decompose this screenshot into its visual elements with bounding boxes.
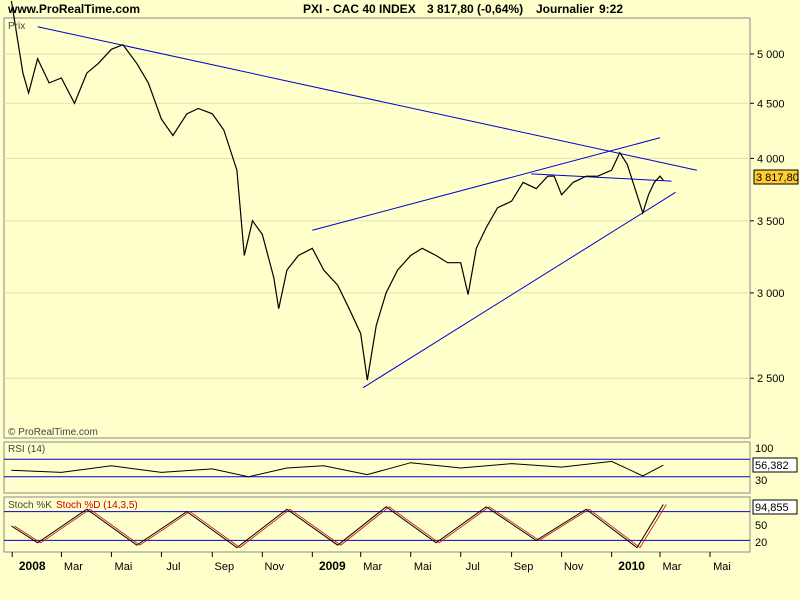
- last-change: 3 817,80 (-0,64%): [427, 2, 524, 16]
- y-tick-label: 4 000: [757, 153, 785, 165]
- stoch-d-line: [14, 504, 667, 549]
- ticker-title: PXI - CAC 40 INDEX: [303, 2, 416, 16]
- y-tick-label: 5 000: [757, 49, 785, 61]
- y-tick-label: 4 500: [757, 98, 785, 110]
- x-tick-label: Mar: [663, 561, 682, 573]
- stoch-tick-label: 20: [755, 537, 767, 549]
- rsi-panel: [3, 441, 751, 494]
- x-tick-label: Mai: [414, 561, 432, 573]
- stoch-line: [11, 504, 664, 549]
- rsi-tick-label: 100: [755, 443, 773, 455]
- trendline: [531, 173, 672, 182]
- x-tick-label: Nov: [265, 561, 285, 573]
- x-tick-label: Sep: [514, 561, 534, 573]
- x-tick-label: 2009: [319, 559, 346, 573]
- y-tick-label: 3 500: [757, 216, 785, 228]
- price-series-line: [10, 0, 664, 381]
- rsi-last-badge: [752, 457, 798, 473]
- period: Journalier: [536, 2, 595, 16]
- x-tick-label: Mar: [64, 561, 83, 573]
- trendline: [312, 137, 661, 231]
- stoch-tick-label: 50: [755, 520, 767, 532]
- x-tick-label: Mai: [115, 561, 133, 573]
- stoch-last-value: 94,855: [755, 502, 789, 514]
- y-tick-label: 3 000: [757, 288, 785, 300]
- stoch-panel-label-k: Stoch %K: [8, 500, 52, 511]
- x-tick-label: Sep: [214, 561, 234, 573]
- x-tick-label: Mai: [713, 561, 731, 573]
- copyright: © ProRealTime.com: [8, 427, 98, 438]
- price-last-badge: [753, 169, 799, 185]
- stoch-last-badge: [752, 499, 798, 515]
- x-tick-label: Mar: [363, 561, 382, 573]
- stoch-panel-label-d: Stoch %D (14,3,5): [56, 500, 138, 511]
- x-tick-label: 2010: [618, 559, 645, 573]
- price-last-value: 3 817,80: [756, 172, 799, 184]
- x-tick-label: Jul: [166, 561, 180, 573]
- rsi-tick-label: 30: [755, 475, 767, 487]
- price-panel-label: Prix: [8, 21, 25, 32]
- y-tick-label: 2 500: [757, 373, 785, 385]
- rsi-last-value: 56,382: [755, 460, 789, 472]
- x-tick-label: 2008: [19, 559, 46, 573]
- x-tick-label: Nov: [564, 561, 584, 573]
- rsi-panel-label: RSI (14): [8, 444, 45, 455]
- stoch-panel: [3, 496, 751, 553]
- x-tick-label: Jul: [466, 561, 480, 573]
- trendline: [37, 26, 698, 171]
- trendline: [362, 191, 676, 389]
- price-panel: [3, 17, 751, 439]
- rsi-line: [11, 460, 664, 478]
- time: 9:22: [599, 2, 624, 16]
- site-url[interactable]: www.ProRealTime.com: [8, 2, 141, 16]
